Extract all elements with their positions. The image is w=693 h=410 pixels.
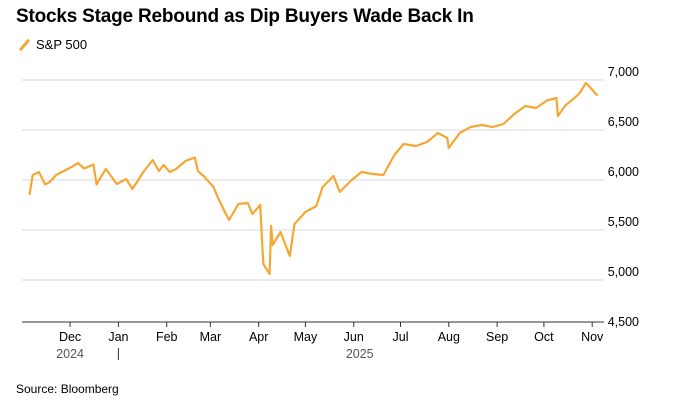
x-tick-label: Sep	[486, 330, 508, 344]
x-tick-label: Dec	[59, 330, 81, 344]
x-tick-label: Jun	[344, 330, 364, 344]
series-line	[28, 81, 599, 276]
x-tick-label: Jul	[393, 330, 409, 344]
y-tick-label: 7,000	[608, 65, 639, 79]
x-axis: Dec Jan Feb Mar Apr May Jun Jul Aug Sep Oct Nov 2024…	[22, 321, 604, 361]
year-label: 2025	[346, 347, 374, 361]
y-tick-label: 5,500	[608, 215, 639, 229]
x-tick-label: Aug	[438, 330, 460, 344]
x-tick-label: Feb	[156, 330, 178, 344]
legend: S&P 500	[18, 37, 87, 52]
x-tick-label: Jan	[108, 330, 128, 344]
x-tick-label: Apr	[249, 330, 268, 344]
x-tick-label: Oct	[534, 330, 554, 344]
year-label: 2024	[56, 347, 84, 361]
source-note: Source: Bloomberg	[16, 382, 119, 396]
chart-title: Stocks Stage Rebound as Dip Buyers Wade …	[16, 6, 474, 27]
y-axis: 4,500 5,000 5,500 6,000 6,500 7,000	[608, 65, 639, 329]
x-tick-label: Nov	[581, 330, 604, 344]
y-tick-label: 6,500	[608, 115, 639, 129]
x-tick-label: Mar	[200, 330, 222, 344]
y-tick-label: 4,500	[608, 315, 639, 329]
series-group	[28, 81, 599, 276]
y-tick-label: 6,000	[608, 165, 639, 179]
legend-label: S&P 500	[36, 37, 88, 52]
y-tick-label: 5,000	[608, 265, 639, 279]
x-tick-label: May	[294, 330, 318, 344]
gridlines	[22, 79, 604, 281]
